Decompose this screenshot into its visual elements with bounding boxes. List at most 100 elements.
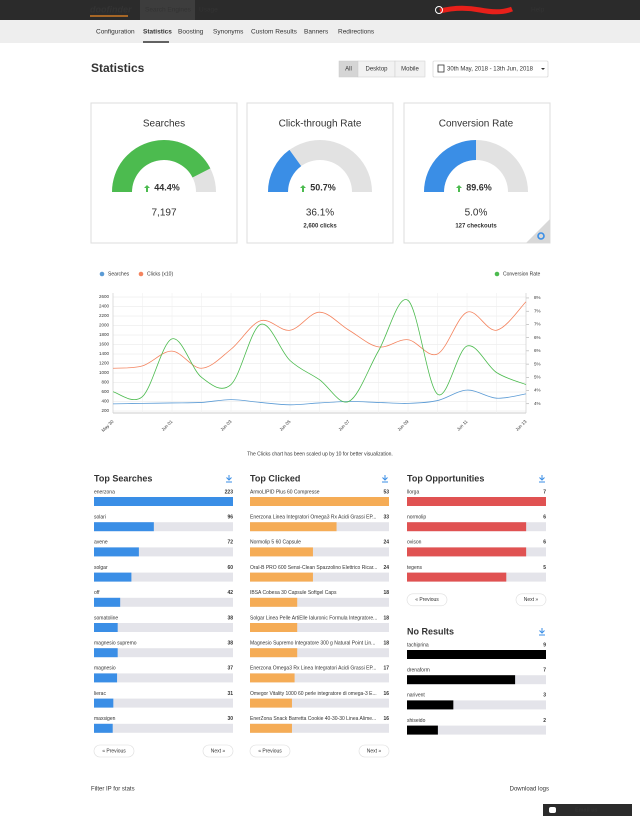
bar-track	[94, 572, 233, 582]
y-tick-label: 1000	[99, 370, 110, 375]
gauge-fill	[112, 140, 211, 192]
item-label[interactable]: IBSA Cobesa 30 Capsule Softgel Caps	[250, 590, 337, 596]
subnav-item[interactable]: Statistics	[143, 29, 172, 36]
chat-label[interactable]: Email us	[575, 807, 598, 813]
item-label[interactable]: ArmoLIPID Plus 60 Compresse	[250, 489, 320, 495]
subnav-item[interactable]: Custom Results	[251, 29, 298, 36]
bar-track	[250, 648, 389, 658]
settings-icon[interactable]	[537, 232, 545, 240]
filter-link[interactable]: Filter IP for stats	[91, 787, 135, 793]
item-label[interactable]: Omegor Vitality 1000 60 perle integrator…	[250, 691, 377, 697]
item-value: 5	[543, 565, 546, 571]
y2-tick-label: 8%	[534, 295, 541, 300]
item-label: drenaform	[407, 668, 430, 674]
bar	[407, 650, 546, 659]
bar	[94, 723, 113, 733]
item-value: 38	[227, 641, 233, 647]
y-tick-label: 2600	[99, 294, 110, 299]
item-label[interactable]: EnerZona Snack Barretta Cookie 40-30-30 …	[250, 716, 376, 722]
bar	[250, 673, 295, 683]
x-tick-label: Jun 11	[456, 419, 469, 432]
subnav-item[interactable]: Banners	[304, 29, 329, 36]
item-label: avene	[94, 540, 108, 546]
card-rate: 50.7%	[310, 182, 336, 192]
bar-track	[250, 623, 389, 632]
item-label: enerzona	[94, 489, 115, 495]
item-label[interactable]: Oral-B PRO 600 Sensi-Clean Spazzolino El…	[250, 565, 377, 571]
y2-tick-label: 7%	[534, 322, 541, 327]
series-line	[112, 301, 527, 369]
bar-track	[94, 623, 233, 632]
item-label[interactable]: Enerzona Linea Integratori Omega3 Rx Aci…	[250, 515, 376, 521]
pager-next[interactable]	[358, 744, 390, 758]
bar	[407, 572, 507, 582]
y-tick-label: 1600	[99, 342, 110, 347]
subnav-item[interactable]: Redirections	[338, 29, 375, 36]
bar-track	[250, 547, 389, 557]
bar-track	[250, 723, 389, 733]
logo: doofinder	[90, 4, 132, 14]
y-tick-label: 2200	[99, 313, 110, 318]
item-label: magnesio	[94, 666, 116, 672]
item-label[interactable]: Solgar Linea Pelle ArtiElle Ialuronic Fo…	[250, 615, 377, 621]
list-title: No Results	[407, 626, 454, 636]
x-tick-label: Jun 13	[514, 419, 527, 432]
item-value: 7	[543, 489, 546, 495]
item-value: 42	[227, 590, 233, 596]
pager-prev[interactable]	[406, 593, 448, 607]
item-value: 18	[383, 641, 389, 647]
y2-tick-label: 4%	[534, 401, 541, 406]
y-tick-label: 2000	[99, 323, 110, 328]
device-button[interactable]	[394, 60, 426, 78]
subnav-item[interactable]: Configuration	[96, 29, 135, 36]
bar	[94, 497, 233, 506]
card	[246, 102, 394, 244]
legend-label: Conversion Rate	[503, 271, 540, 277]
item-label[interactable]: Normolip 5 60 Capsule	[250, 540, 301, 546]
item-label[interactable]: Enerzona Omega3 Rx Linea Integratori Aci…	[250, 666, 376, 672]
item-value: 7	[543, 668, 546, 674]
bar	[250, 572, 313, 582]
bar-track	[250, 597, 389, 607]
chat-tab[interactable]	[543, 804, 632, 816]
list-title: Top Searches	[94, 473, 152, 483]
subnav-item[interactable]: Synonyms	[213, 29, 244, 36]
item-value: 18	[383, 590, 389, 596]
gauge-track	[268, 140, 372, 192]
y-tick-label: 2400	[99, 304, 110, 309]
nav-item[interactable]: Usage	[199, 7, 218, 14]
bar	[407, 497, 546, 506]
download-icon[interactable]	[382, 475, 388, 483]
pager-prev[interactable]	[93, 744, 135, 758]
card-value: 36.1%	[306, 208, 334, 219]
caret	[541, 68, 545, 70]
card	[90, 102, 238, 244]
card-title: Click-through Rate	[279, 119, 362, 130]
item-label: tegens	[407, 565, 423, 571]
download-icon[interactable]	[539, 475, 545, 483]
item-value: 60	[227, 565, 233, 571]
y-tick-label: 400	[101, 399, 109, 404]
bar	[250, 648, 298, 658]
y2-tick-label: 6%	[534, 348, 541, 353]
bar	[407, 547, 527, 557]
subnav-item[interactable]: Boosting	[178, 29, 204, 36]
nav-help[interactable]: Help	[531, 7, 545, 14]
pager-next[interactable]	[515, 593, 547, 607]
series-line	[112, 389, 527, 406]
download-link[interactable]: Download logs	[510, 787, 549, 793]
nav-item[interactable]: Search Engines	[145, 7, 192, 14]
item-label: somatoline	[94, 615, 118, 621]
download-icon[interactable]	[539, 628, 545, 636]
bar	[250, 723, 292, 733]
download-icon[interactable]	[226, 475, 232, 483]
card-detail: 127 checkouts	[455, 224, 497, 230]
date-button[interactable]	[432, 60, 549, 78]
item-value: 6	[543, 540, 546, 546]
pager-next[interactable]	[202, 744, 234, 758]
card-title: Conversion Rate	[439, 119, 514, 130]
item-label: tachiprina	[407, 642, 429, 648]
pager-prev[interactable]	[249, 744, 291, 758]
item-label[interactable]: Magnesio Supremo Integratore 300 g Natur…	[250, 641, 375, 647]
